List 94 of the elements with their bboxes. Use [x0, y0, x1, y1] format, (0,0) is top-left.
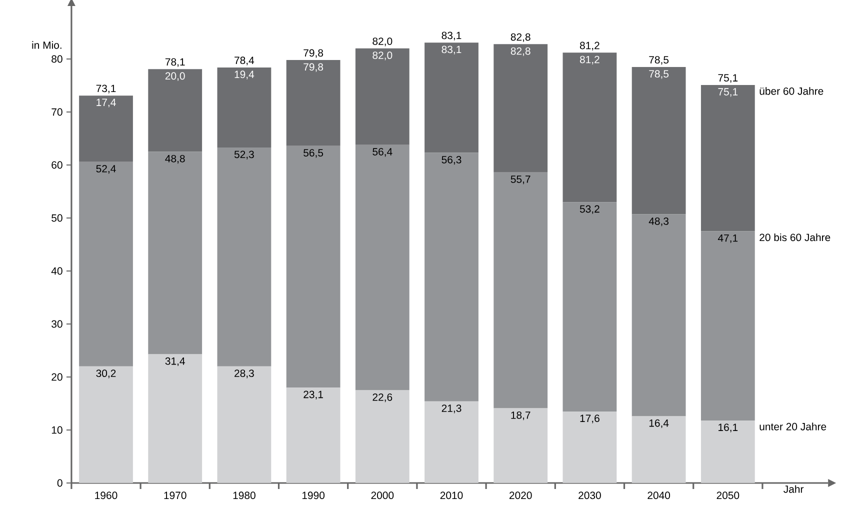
bar	[700, 84, 755, 232]
x-tick-label: 2000	[371, 492, 394, 500]
bar	[494, 408, 548, 483]
annotation: 56,3	[442, 156, 462, 165]
annotation: 23,1	[304, 390, 323, 400]
annotation: 78,5	[649, 70, 669, 79]
annotation: 19,4	[234, 70, 254, 80]
x-axis-title: Jahr	[784, 485, 804, 493]
annotation: 52,4	[96, 165, 116, 174]
x-tick-label: 1980	[233, 492, 256, 500]
bar	[700, 231, 755, 420]
bar	[286, 146, 340, 388]
total-label: 78,4	[234, 56, 254, 66]
series-label: unter 20 Jahre	[760, 422, 826, 430]
total-label: 81,2	[580, 42, 600, 50]
y-tick-label: 60	[52, 161, 62, 169]
y-tick-label: 80	[52, 55, 62, 63]
annotation: 48,3	[648, 217, 669, 226]
annotation: 16,4	[649, 419, 669, 428]
annotation: 53,2	[580, 205, 600, 214]
annotation: 55,7	[510, 176, 530, 184]
bar	[632, 214, 686, 416]
annotation: 21,3	[442, 404, 462, 414]
x-tick-label: 2050	[716, 492, 740, 500]
annotation: 75,1	[718, 88, 738, 97]
total-label: 82,8	[510, 33, 530, 42]
annotation: 16,1	[718, 424, 738, 432]
bar	[562, 411, 617, 483]
bar	[79, 96, 133, 162]
annotation: 47,1	[718, 234, 738, 243]
series-label: über 60 Jahre	[760, 87, 824, 95]
annotation: 79,8	[304, 63, 324, 72]
annotation: 31,4	[165, 357, 185, 366]
total-label: 79,8	[304, 49, 324, 58]
bar	[700, 420, 755, 483]
bar	[424, 42, 478, 153]
bar	[355, 48, 410, 145]
bar	[562, 202, 617, 412]
annotation: 30,2	[96, 370, 116, 378]
annotation: 56,5	[304, 149, 324, 158]
total-label: 78,1	[165, 58, 185, 67]
bar	[494, 172, 548, 408]
bar	[148, 354, 202, 483]
bar	[217, 67, 272, 148]
x-tick-label: 1970	[164, 492, 186, 500]
bar	[79, 366, 133, 483]
bar	[217, 366, 272, 483]
bar	[355, 144, 410, 390]
y-tick-label: 70	[52, 108, 62, 116]
bar	[217, 148, 272, 366]
y-tick-label: 50	[52, 214, 62, 222]
bar	[286, 388, 340, 483]
annotation: 52,3	[234, 150, 254, 160]
bar	[632, 66, 686, 214]
y-tick-label: 30	[52, 320, 62, 328]
annotation: 28,3	[234, 370, 254, 378]
annotation: 83,1	[442, 46, 462, 54]
annotation: 22,6	[372, 393, 392, 402]
x-tick-label: 2020	[510, 492, 532, 500]
total-label: 83,1	[442, 32, 462, 40]
series-label: 20 bis 60 Jahre	[760, 233, 830, 242]
total-label: 82,0	[372, 38, 392, 46]
y-tick-label: 10	[52, 426, 62, 434]
annotation: 82,0	[372, 52, 392, 60]
bar	[562, 52, 617, 202]
bar	[355, 390, 410, 483]
annotation: 17,4	[96, 98, 116, 108]
annotation: 82,8	[510, 47, 530, 56]
annotation: 81,2	[580, 56, 600, 64]
bar	[494, 44, 548, 172]
bar	[632, 416, 686, 483]
bar	[424, 401, 478, 483]
total-label: 78,5	[649, 56, 669, 65]
x-tick-label: 1960	[95, 492, 118, 500]
x-tick-label: 2010	[440, 492, 463, 500]
bar	[148, 152, 202, 354]
x-tick-label: 2030	[578, 492, 601, 500]
y-tick-label: 20	[52, 373, 62, 381]
annotation: 17,6	[580, 414, 600, 424]
annotation: 18,7	[511, 411, 530, 420]
x-tick-label: 1990	[302, 492, 325, 500]
annotation: 48,8	[165, 154, 185, 164]
x-tick-label: 2040	[648, 492, 670, 500]
bar	[79, 162, 133, 366]
bar	[148, 69, 202, 152]
y-tick-label: 40	[51, 267, 62, 275]
y-axis-title: in Mio.	[32, 41, 62, 49]
total-label: 73,1	[96, 84, 116, 94]
y-tick-label: 0	[57, 479, 62, 487]
annotation: 20,0	[165, 72, 185, 81]
bar	[424, 152, 478, 402]
annotation: 56,4	[372, 148, 392, 157]
total-label: 75,1	[718, 74, 738, 83]
bar	[286, 60, 340, 146]
